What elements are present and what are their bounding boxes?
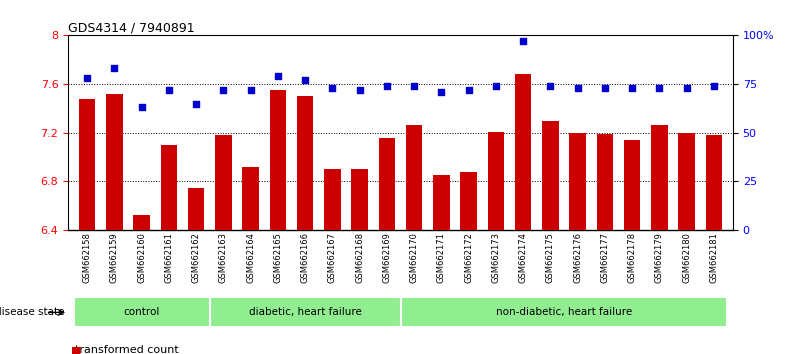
Point — [244, 87, 257, 93]
Text: GSM662174: GSM662174 — [518, 232, 528, 283]
Point — [707, 83, 720, 89]
Text: GSM662165: GSM662165 — [273, 232, 283, 283]
Bar — [400, 297, 727, 327]
Text: GSM662175: GSM662175 — [545, 232, 555, 283]
Bar — [134, 216, 150, 230]
Text: non-diabetic, heart failure: non-diabetic, heart failure — [496, 307, 632, 318]
Text: GSM662180: GSM662180 — [682, 232, 691, 283]
Bar — [243, 167, 259, 230]
Point — [353, 87, 366, 93]
Point — [653, 85, 666, 91]
Point — [598, 85, 611, 91]
Text: GDS4314 / 7940891: GDS4314 / 7940891 — [68, 21, 195, 34]
Text: control: control — [123, 307, 160, 318]
Point — [544, 83, 557, 89]
Bar — [651, 125, 667, 230]
Point — [435, 89, 448, 95]
Bar — [678, 133, 694, 230]
Text: GSM662181: GSM662181 — [710, 232, 718, 283]
Text: GSM662170: GSM662170 — [409, 232, 419, 283]
Bar — [515, 74, 531, 230]
Point — [217, 87, 230, 93]
Text: GSM662159: GSM662159 — [110, 232, 119, 283]
Point — [517, 38, 529, 44]
Text: GSM662178: GSM662178 — [628, 232, 637, 283]
Bar — [624, 140, 640, 230]
Bar — [324, 169, 340, 230]
Bar — [215, 135, 231, 230]
Text: GSM662173: GSM662173 — [491, 232, 501, 283]
Text: GSM662158: GSM662158 — [83, 232, 91, 283]
Bar — [379, 138, 395, 230]
Bar — [74, 297, 210, 327]
Point — [81, 75, 94, 81]
Text: GSM662166: GSM662166 — [300, 232, 310, 283]
Bar — [597, 134, 613, 230]
Text: GSM662169: GSM662169 — [382, 232, 392, 283]
Bar — [352, 169, 368, 230]
Bar — [488, 132, 504, 230]
Bar — [79, 99, 95, 230]
Text: GSM662163: GSM662163 — [219, 232, 228, 283]
Text: disease state: disease state — [0, 307, 64, 318]
Bar — [406, 125, 422, 230]
Text: GSM662161: GSM662161 — [164, 232, 173, 283]
Text: GSM662167: GSM662167 — [328, 232, 337, 283]
Point — [571, 85, 584, 91]
Point — [108, 66, 121, 72]
Text: diabetic, heart failure: diabetic, heart failure — [248, 307, 361, 318]
Point — [626, 85, 638, 91]
Text: GSM662160: GSM662160 — [137, 232, 146, 283]
Bar — [570, 133, 586, 230]
Point — [190, 101, 203, 106]
Bar — [433, 175, 449, 230]
Bar — [210, 297, 400, 327]
Point — [408, 83, 421, 89]
Bar — [188, 188, 204, 230]
Point — [272, 74, 284, 79]
Point — [680, 85, 693, 91]
Point — [163, 87, 175, 93]
Text: GSM662168: GSM662168 — [355, 232, 364, 283]
Point — [135, 104, 148, 110]
Point — [299, 78, 312, 83]
Text: ■: ■ — [70, 346, 81, 354]
Bar — [461, 172, 477, 230]
Text: GSM662162: GSM662162 — [191, 232, 200, 283]
Point — [489, 83, 502, 89]
Point — [326, 85, 339, 91]
Bar — [706, 135, 722, 230]
Bar — [270, 90, 286, 230]
Text: GSM662171: GSM662171 — [437, 232, 446, 283]
Bar — [107, 94, 123, 230]
Text: GSM662164: GSM662164 — [246, 232, 256, 283]
Bar — [297, 96, 313, 230]
Bar — [542, 121, 558, 230]
Point — [462, 87, 475, 93]
Point — [380, 83, 393, 89]
Text: GSM662172: GSM662172 — [464, 232, 473, 283]
Text: transformed count: transformed count — [68, 346, 179, 354]
Bar — [161, 145, 177, 230]
Text: GSM662179: GSM662179 — [655, 232, 664, 283]
Text: GSM662177: GSM662177 — [601, 232, 610, 283]
Text: GSM662176: GSM662176 — [573, 232, 582, 283]
